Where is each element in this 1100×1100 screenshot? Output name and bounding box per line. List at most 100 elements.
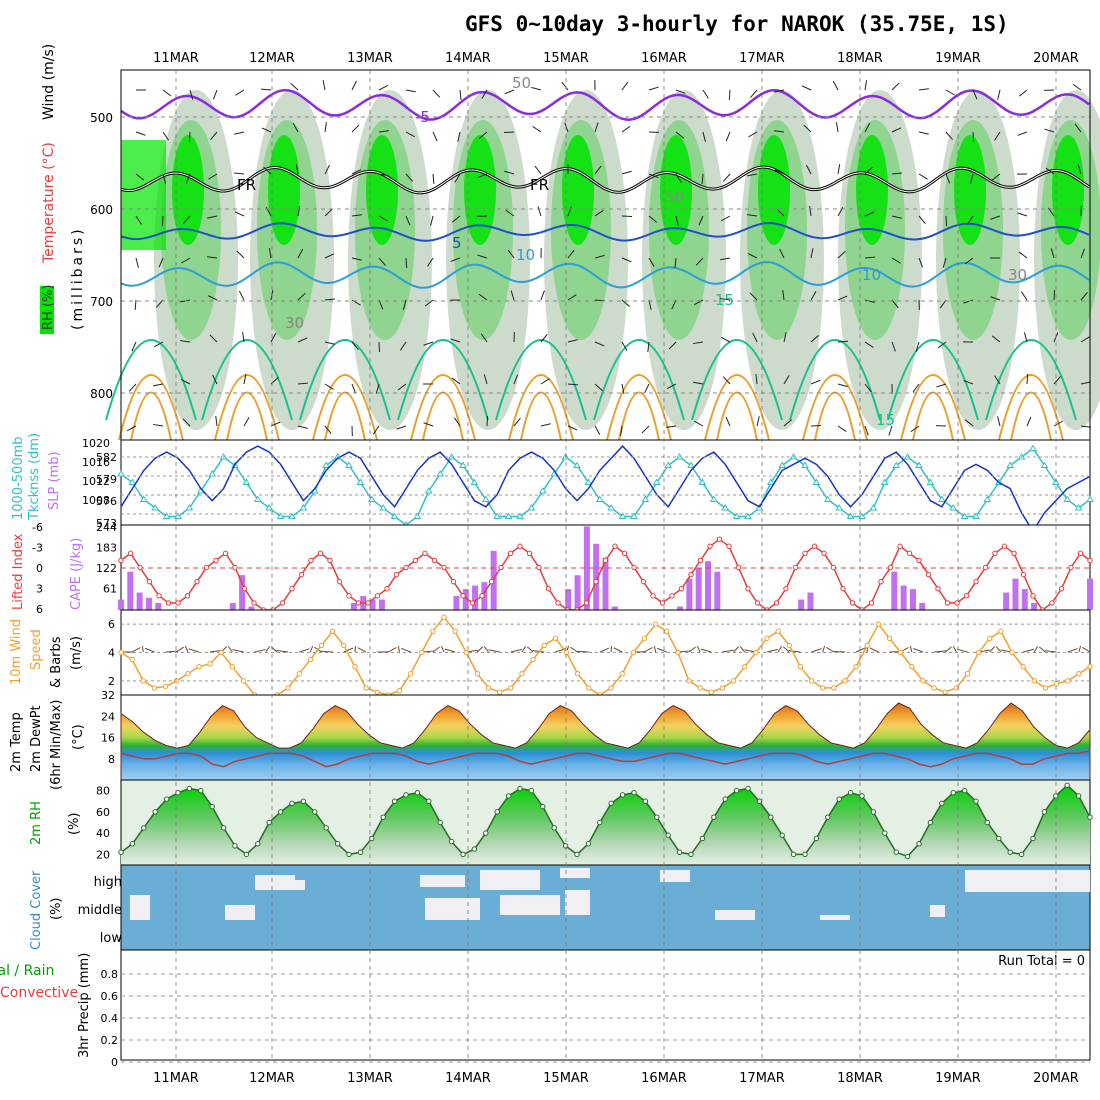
- lifted-index-point: [688, 571, 694, 578]
- wind-barb: [1080, 336, 1090, 343]
- wind-barb: [648, 173, 659, 179]
- y-tick-cape: 183: [96, 542, 117, 555]
- wind-barb-10m: [184, 645, 189, 653]
- lifted-index-point: [878, 578, 884, 585]
- wind-barb-10m: [320, 650, 333, 653]
- lifted-index-point: [1030, 593, 1036, 599]
- thickness-point: [630, 512, 638, 519]
- thickness-point: [390, 512, 399, 519]
- wind-speed-point: [352, 663, 358, 670]
- rh2m-point: [688, 851, 694, 858]
- lifted-index-point: [241, 586, 248, 592]
- rh2m-point: [152, 809, 158, 815]
- cape-bar: [891, 571, 898, 610]
- rh-shade-green: [562, 135, 594, 245]
- temp-contour-15: [201, 339, 293, 421]
- thickness-point: [709, 495, 718, 502]
- cape-bar: [136, 592, 143, 610]
- wind-ylabel: Wind (m/s): [41, 44, 57, 120]
- wind-barb: [432, 89, 441, 98]
- warm-core: [1006, 385, 1046, 440]
- lifted-index-point: [517, 543, 523, 549]
- lifted-index-point: [507, 550, 514, 557]
- lifted-index-point: [1001, 543, 1008, 549]
- wind-barb-10m: [1082, 646, 1091, 653]
- contour-label: FR: [530, 176, 549, 194]
- wind-barb: [351, 214, 362, 217]
- wind-barb-10m: [653, 645, 657, 653]
- wind-barb: [594, 341, 605, 347]
- thickness-point: [766, 478, 775, 485]
- lifted-index-point: [583, 600, 590, 606]
- lifted-index-point: [118, 557, 124, 564]
- lifted-index-point: [840, 586, 846, 592]
- wind-barb: [594, 122, 599, 133]
- wind-barb-10m: [1038, 646, 1046, 653]
- wind-barb: [209, 334, 218, 343]
- wind-barb: [510, 290, 515, 301]
- rh2m-point: [802, 851, 808, 858]
- thickness-point: [1006, 461, 1015, 468]
- wind-speed-point: [240, 678, 247, 684]
- wind-barb: [532, 125, 542, 133]
- date-label-bottom: 18MAR: [837, 1071, 883, 1086]
- wind-speed-point: [886, 635, 893, 642]
- wind-barb: [783, 332, 787, 343]
- contour-label: 5: [452, 234, 462, 252]
- cape-bar: [574, 575, 581, 610]
- wind-speed-point: [118, 649, 124, 656]
- rh2m-point: [232, 843, 238, 849]
- wind-speed-point: [586, 685, 592, 691]
- y-tick-temp: 16: [101, 732, 115, 745]
- rh2m-point: [505, 793, 512, 799]
- wind-barb: [432, 131, 438, 142]
- rh2m-point: [756, 798, 763, 804]
- wind-barb-10m: [952, 645, 957, 653]
- date-label-bottom: 11MAR: [153, 1071, 199, 1086]
- wind-barb: [457, 131, 461, 142]
- temp-contour-20: [118, 374, 184, 441]
- wind-barb: [864, 80, 868, 91]
- wind-barb: [666, 383, 677, 389]
- wind-speed-point: [975, 649, 982, 656]
- cape-bar: [565, 589, 572, 610]
- lifted-index-point: [707, 543, 713, 549]
- wind-barb-10m: [644, 647, 653, 653]
- wind-speed-point: [329, 628, 336, 634]
- wind-barb: [486, 415, 489, 427]
- contour-label: 30: [1008, 266, 1027, 284]
- cloud-level-label: high: [94, 875, 122, 890]
- wind-label: 10m Wind: [9, 619, 24, 685]
- lifted-index-point: [906, 550, 913, 557]
- wind-barb: [154, 341, 164, 348]
- wind-barb: [162, 131, 170, 141]
- rh2m-point: [642, 798, 649, 804]
- wind-barb: [162, 173, 167, 184]
- temp-contour-15: [397, 339, 489, 421]
- cape-bar: [118, 599, 124, 610]
- lifted-index-label: Lifted Index: [11, 533, 26, 610]
- wind-barb-10m: [826, 646, 835, 653]
- rh2m-point: [882, 830, 888, 836]
- wind-barb: [648, 257, 655, 267]
- wind-barb: [567, 206, 572, 217]
- wind-barb-10m: [165, 650, 178, 653]
- cape-bar: [714, 571, 721, 610]
- wind-barb: [270, 421, 281, 427]
- wind-barb: [942, 257, 947, 268]
- wind-barb: [809, 206, 812, 217]
- wind-barb: [864, 425, 869, 436]
- thickness-point: [607, 504, 616, 511]
- rh-ylabel: RH (%): [41, 285, 56, 330]
- wind-barb: [459, 89, 462, 100]
- cape-bar: [686, 578, 693, 610]
- y-tick-temp: 24: [101, 710, 115, 723]
- contour-label: 10: [862, 266, 881, 284]
- temp2m-label: 2m Temp: [9, 712, 24, 772]
- lifted-index-point: [783, 586, 789, 592]
- wind-barb: [1072, 83, 1082, 91]
- y-tick-rh: 80: [96, 785, 110, 798]
- cape-bar: [677, 606, 684, 610]
- wind-barb-10m: [822, 645, 826, 653]
- convective-label: Convective: [0, 985, 78, 1001]
